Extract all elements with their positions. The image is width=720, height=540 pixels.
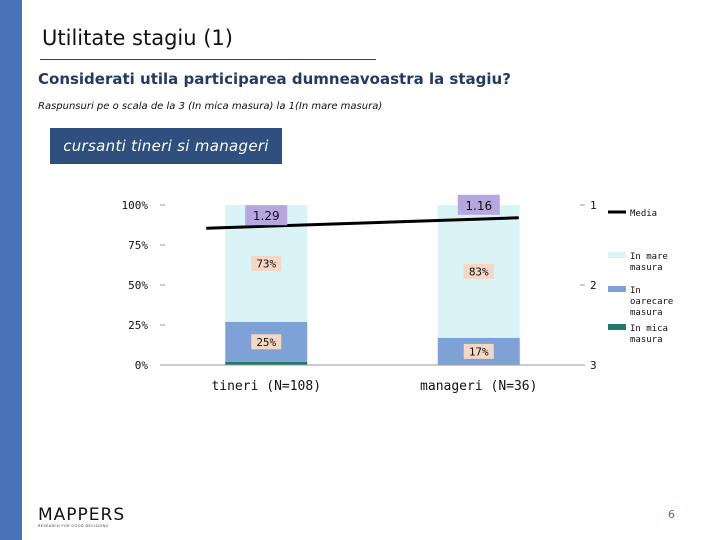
legend-label: Media xyxy=(630,209,657,219)
y-left-tick-label: 0% xyxy=(135,359,149,372)
media-label: 1.29 xyxy=(253,209,280,223)
data-label: 73% xyxy=(256,257,276,270)
media-label-bg xyxy=(457,194,500,215)
x-category-label: tineri (N=108) xyxy=(211,379,321,394)
y-left-tick-label: 100% xyxy=(122,199,149,212)
data-label-bg xyxy=(463,263,494,279)
title-underline xyxy=(40,59,376,60)
data-label: 17% xyxy=(469,345,489,358)
legend-swatch xyxy=(608,286,626,292)
bar-segment xyxy=(225,361,308,365)
logo-tagline: RESEARCH FOR GOOD DECISIONS xyxy=(38,524,109,528)
media-label: 1.16 xyxy=(465,199,492,213)
media-line xyxy=(206,216,519,230)
scale-note: Raspunsuri pe o scala de la 3 (In mica m… xyxy=(38,101,383,112)
y-left-tick-label: 25% xyxy=(128,319,148,332)
data-label-bg xyxy=(251,334,282,350)
question-text: Considerati utila participarea dumneavoa… xyxy=(38,70,511,88)
legend-label: In mare masura xyxy=(630,252,668,273)
slide-title: Utilitate stagiu (1) xyxy=(42,26,233,50)
legend-label: In mica masura xyxy=(630,324,668,345)
page-number: 6 xyxy=(668,508,675,521)
y-right-tick-label: 3 xyxy=(590,359,597,372)
data-label-bg xyxy=(463,343,494,359)
group-label: cursanti tineri si manageri xyxy=(50,128,282,164)
x-category-label: manageri (N=36) xyxy=(420,379,537,394)
y-right-tick-label: 1 xyxy=(590,199,597,212)
data-label-bg xyxy=(251,255,282,271)
data-label: 25% xyxy=(256,336,276,349)
legend-swatch xyxy=(608,324,626,330)
logo-name: MAPPERS xyxy=(38,505,126,525)
media-label-bg xyxy=(245,205,288,226)
y-right-tick-label: 2 xyxy=(590,279,597,292)
y-left-tick-label: 50% xyxy=(128,279,148,292)
legend-swatch xyxy=(608,252,626,258)
data-label: 83% xyxy=(469,265,489,278)
legend-label: In oarecare masura xyxy=(630,286,673,318)
sidebar-accent xyxy=(0,0,22,540)
y-left-tick-label: 75% xyxy=(128,239,148,252)
mappers-logo: MAPPERS RESEARCH FOR GOOD DECISIONS xyxy=(38,505,125,528)
